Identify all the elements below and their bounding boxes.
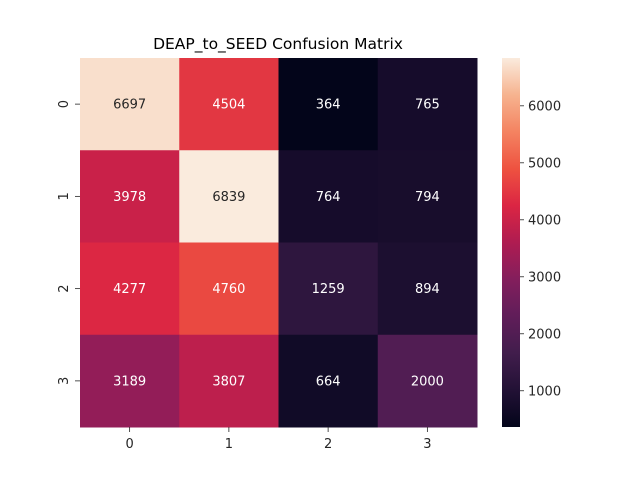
cell-value-r2-c0: 4277 <box>113 282 146 297</box>
heatmap-cell-r2-c2 <box>278 242 379 336</box>
heatmap-cell-r3-c1 <box>179 334 279 428</box>
cell-value-r2-c2: 1259 <box>312 282 345 297</box>
cell-value-r0-c0: 6697 <box>113 98 146 113</box>
x-tick-label-1: 1 <box>225 437 233 452</box>
cell-value-r2-c3: 894 <box>415 282 440 297</box>
heatmap-cell-r0-c2 <box>278 58 379 151</box>
y-tick-label-3: 3 <box>57 377 72 385</box>
y-tick-label-2: 2 <box>57 284 72 292</box>
colorbar-gradient <box>502 58 520 427</box>
heatmap-cell-r3-c0 <box>80 334 180 428</box>
x-tick-label-3: 3 <box>423 437 431 452</box>
y-tick-label-0: 0 <box>57 100 72 108</box>
heatmap-cells: 6697 4504 364 765 3978 6839 764 794 4277 4760 1259… <box>80 58 478 428</box>
cell-value-r3-c1: 3807 <box>212 374 245 389</box>
cell-value-r0-c1: 4504 <box>212 98 245 113</box>
chart-title: DEAP_to_SEED Confusion Matrix <box>153 35 403 54</box>
heatmap-cell-r1-c0 <box>80 150 180 243</box>
heatmap-cell-r1-c1 <box>179 150 279 243</box>
cell-value-r1-c2: 764 <box>316 190 341 205</box>
heatmap-cell-r0-c0 <box>80 58 180 151</box>
heatmap-cell-r1-c3 <box>377 150 478 243</box>
cell-value-r1-c0: 3978 <box>113 190 146 205</box>
cell-value-r1-c1: 6839 <box>212 190 245 205</box>
cell-value-r3-c2: 664 <box>316 374 341 389</box>
x-tick-label-2: 2 <box>324 437 332 452</box>
cell-value-r1-c3: 794 <box>415 190 440 205</box>
heatmap-cell-r2-c3 <box>377 242 478 336</box>
y-tick-label-1: 1 <box>57 192 72 200</box>
cell-value-r3-c3: 2000 <box>411 374 444 389</box>
heatmap-cell-r2-c1 <box>179 242 279 336</box>
colorbar-tick-label-4: 5000 <box>528 156 561 171</box>
colorbar-tick-label-5: 6000 <box>528 99 561 114</box>
x-axis: 0 1 2 3 <box>125 427 432 452</box>
cell-value-r0-c3: 765 <box>415 98 440 113</box>
heatmap-cell-r3-c2 <box>278 334 379 428</box>
heatmap-cell-r0-c3 <box>377 58 478 151</box>
heatmap-cell-r3-c3 <box>377 334 478 428</box>
cell-value-r0-c2: 364 <box>316 98 341 113</box>
heatmap-cell-r1-c2 <box>278 150 379 243</box>
cell-value-r3-c0: 3189 <box>113 374 146 389</box>
heatmap-cell-r0-c1 <box>179 58 279 151</box>
colorbar-tick-label-0: 1000 <box>528 384 561 399</box>
colorbar: 1000 2000 3000 4000 5000 6000 <box>502 58 561 427</box>
colorbar-tick-label-1: 2000 <box>528 327 561 342</box>
cell-value-r2-c1: 4760 <box>212 282 245 297</box>
heatmap-cell-r2-c0 <box>80 242 180 336</box>
colorbar-tick-label-2: 3000 <box>528 270 561 285</box>
y-axis: 0 1 2 3 <box>57 100 80 385</box>
x-tick-label-0: 0 <box>125 437 133 452</box>
colorbar-tick-label-3: 4000 <box>528 213 561 228</box>
